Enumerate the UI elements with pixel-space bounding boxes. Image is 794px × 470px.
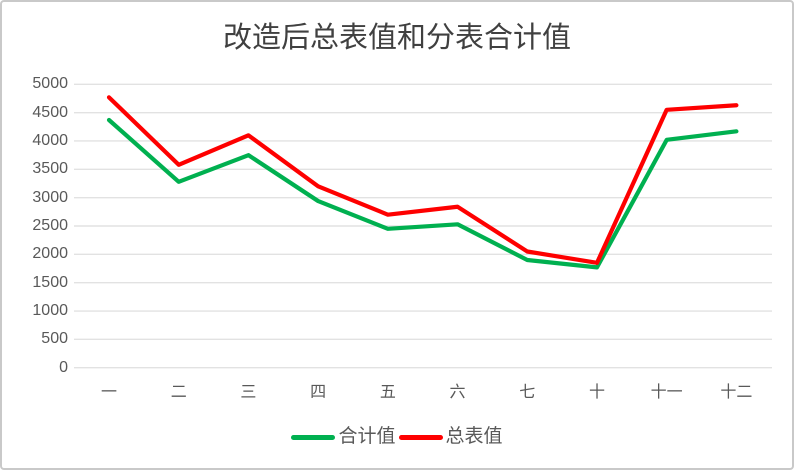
x-axis-tick-label: 六 xyxy=(449,384,466,401)
y-axis-tick-label: 1000 xyxy=(32,302,68,320)
legend-label-sub-meter-sum: 合计值 xyxy=(338,426,396,447)
y-axis-tick-label: 2500 xyxy=(32,217,68,234)
x-axis-tick-label: 五 xyxy=(379,384,396,401)
legend-line-swatch-main-meter xyxy=(398,434,443,440)
x-axis-tick-label: 一 xyxy=(100,384,118,401)
chart-title: 改造后总表值和分表合计值 xyxy=(222,22,571,54)
y-axis-tick-label: 500 xyxy=(41,330,68,348)
legend: 合计值 总表值 xyxy=(2,426,792,448)
x-axis-tick-label: 十二 xyxy=(720,384,753,401)
y-axis-tick-label: 3500 xyxy=(32,160,68,178)
y-axis-tick-label: 1500 xyxy=(32,273,68,291)
legend-line-swatch-sub-meter-sum xyxy=(291,434,336,440)
x-axis-tick-label: 十 xyxy=(588,384,605,401)
x-axis-tick-label: 四 xyxy=(310,384,327,401)
y-axis-tick-label: 0 xyxy=(59,358,68,376)
legend-item-sub-meter-sum: 合计值 xyxy=(291,426,396,448)
series-line-main-meter xyxy=(106,95,739,265)
x-axis-tick-label: 二 xyxy=(170,384,187,401)
x-axis-tick-label: 十一 xyxy=(650,384,683,401)
x-axis-tick-label: 三 xyxy=(240,384,257,401)
series-line-sub-meter-sum xyxy=(106,117,739,270)
y-axis-tick-label: 2000 xyxy=(32,245,68,263)
y-axis-tick-label: 3000 xyxy=(32,188,68,206)
y-axis-tick-label: 4000 xyxy=(32,131,68,149)
legend-label-main-meter: 总表值 xyxy=(445,426,503,447)
legend-item-main-meter: 总表值 xyxy=(398,426,503,448)
x-axis-tick-label: 七 xyxy=(519,384,536,401)
y-axis-tick-label: 5000 xyxy=(32,75,68,93)
y-axis-tick-label: 4500 xyxy=(32,103,68,121)
